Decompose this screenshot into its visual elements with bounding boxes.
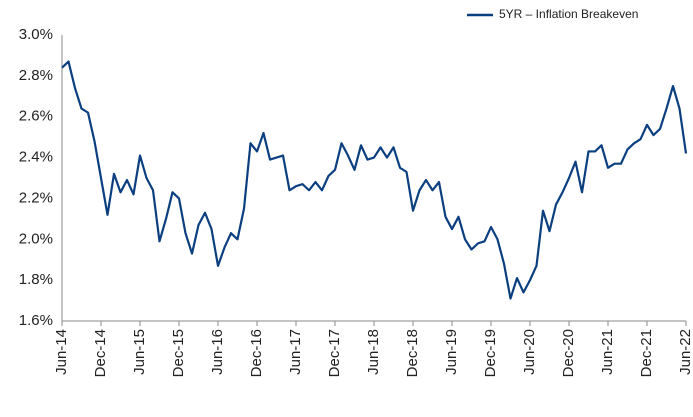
y-tick-label: 2.0% (19, 230, 53, 247)
x-tick-label: Jun-15 (131, 329, 148, 375)
y-tick-label: 2.6% (19, 108, 53, 125)
x-tick-label: Jun-17 (287, 329, 304, 375)
x-tick-label: Dec-14 (92, 329, 109, 377)
y-tick-label: 3.0% (19, 26, 53, 43)
x-tick-label: Dec-19 (482, 329, 499, 377)
x-tick-label: Jun-20 (521, 329, 538, 375)
x-tick-label: Dec-18 (404, 329, 421, 377)
x-tick-label: Jun-19 (443, 329, 460, 375)
x-tick-label: Dec-15 (170, 329, 187, 377)
x-tick-label: Jun-16 (209, 329, 226, 375)
x-tick-label: Jun-18 (365, 329, 382, 375)
x-tick-label: Dec-17 (326, 329, 343, 377)
data-line (61, 60, 688, 300)
x-tick-label: Jun-14 (53, 329, 70, 375)
x-tick-label: Jun-21 (599, 329, 616, 375)
x-tick-label: Dec-20 (560, 329, 577, 377)
y-tick-label: 2.8% (19, 67, 53, 84)
legend-label: 5YR – Inflation Breakeven (499, 7, 638, 21)
x-tick-label: Jun-22 (677, 329, 693, 375)
y-tick-label: 2.2% (19, 189, 53, 206)
y-tick-label: 1.8% (19, 271, 53, 288)
x-tick-label: Dec-21 (638, 329, 655, 377)
y-tick-label: 2.4% (19, 149, 53, 166)
y-tick-label: 1.6% (19, 312, 53, 329)
x-tick-label: Dec-16 (248, 329, 265, 377)
